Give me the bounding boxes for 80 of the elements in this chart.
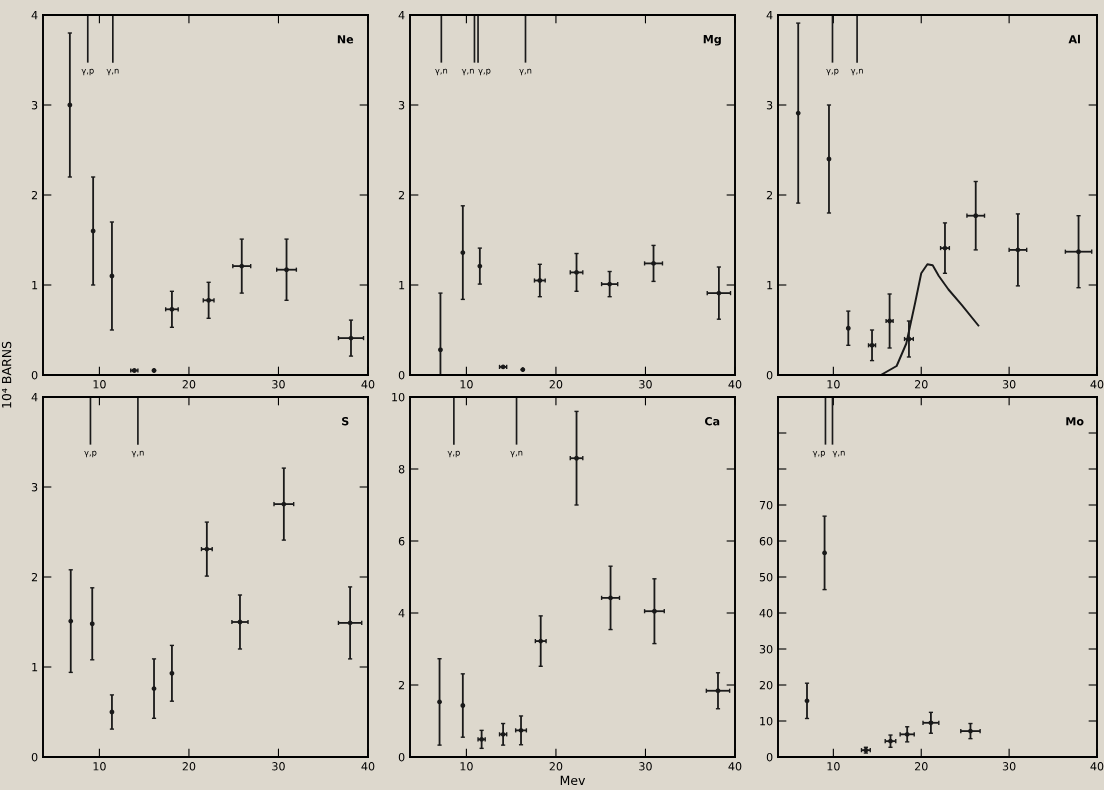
x-tick-label: 10 xyxy=(93,380,106,389)
x-tick-label: 30 xyxy=(1002,762,1016,771)
y-tick-label: 3 xyxy=(398,100,405,110)
y-tick-label: 0 xyxy=(398,752,405,762)
ref-line-label: γ,n xyxy=(106,68,119,76)
y-tick-label: 2 xyxy=(398,190,405,200)
y-tick-label: 4 xyxy=(31,11,38,20)
x-tick-label: 10 xyxy=(460,380,473,389)
y-tick-label: 6 xyxy=(398,536,405,546)
x-tick-label: 10 xyxy=(827,380,840,389)
x-tick-label: 40 xyxy=(361,762,375,771)
ref-line-label: γ,n xyxy=(435,68,448,76)
x-tick-label: 20 xyxy=(182,762,196,771)
text: Ne xyxy=(337,35,354,44)
y-tick-label: 40 xyxy=(759,608,773,618)
x-tick-label: 40 xyxy=(728,762,742,771)
x-tick-label: 20 xyxy=(914,380,928,389)
y-tick-label: 0 xyxy=(398,370,405,380)
y-tick-label: 3 xyxy=(31,100,38,110)
ref-line-label: γ,p xyxy=(478,68,491,76)
text: Ca xyxy=(704,417,720,426)
x-tick-label: 30 xyxy=(272,762,285,771)
text: Mg xyxy=(703,35,721,46)
y-tick-label: 2 xyxy=(31,190,38,200)
y-tick-label: 3 xyxy=(766,100,773,110)
y-tick-label: 1 xyxy=(399,281,405,290)
x-tick-label: 40 xyxy=(728,380,742,389)
y-tick-label: 20 xyxy=(759,680,773,690)
y-tick-label: 70 xyxy=(759,500,773,510)
x-tick-label: 20 xyxy=(182,380,196,389)
text: S xyxy=(342,417,349,426)
y-tick-label: 4 xyxy=(398,609,405,618)
y-tick-label: 4 xyxy=(766,11,773,20)
ref-line-label: γ,p xyxy=(84,450,97,458)
y-axis-title: 10⁴ BARNS xyxy=(1,341,12,408)
x-tick-label: 30 xyxy=(272,380,285,389)
y-tick-label: 0 xyxy=(766,370,773,380)
ref-line-label: γ,p xyxy=(826,68,839,76)
y-tick-label: 4 xyxy=(398,11,405,20)
text: Mo xyxy=(1066,417,1084,426)
ref-line-label: γ,p xyxy=(81,68,94,76)
x-tick-label: 20 xyxy=(549,380,563,389)
x-tick-label: 40 xyxy=(1090,380,1104,389)
ref-line-label: γ,n xyxy=(510,450,523,458)
x-tick-label: 30 xyxy=(639,762,652,771)
text: Al xyxy=(1068,34,1080,44)
x-tick-label: 30 xyxy=(1002,380,1016,389)
x-tick-label: 20 xyxy=(549,762,563,771)
y-tick-label: 50 xyxy=(759,572,773,582)
y-tick-label: 0 xyxy=(31,370,38,380)
y-tick-label: 3 xyxy=(31,482,38,492)
ref-line-label: γ,p xyxy=(447,450,460,458)
x-tick-label: 40 xyxy=(361,380,375,389)
y-tick-label: 30 xyxy=(759,644,773,654)
ref-line-label: γ,n xyxy=(519,68,532,76)
y-tick-label: 0 xyxy=(31,752,38,762)
x-tick-label: 30 xyxy=(639,380,652,389)
ref-line-label: γ,n xyxy=(850,68,863,76)
y-tick-label: 1 xyxy=(32,663,38,672)
y-tick-label: 2 xyxy=(31,572,38,582)
y-tick-label: 1 xyxy=(32,281,38,290)
ref-line-label: γ,n xyxy=(131,450,144,458)
ref-line-label: γ,p xyxy=(812,450,825,458)
y-tick-label: 8 xyxy=(398,464,405,474)
x-tick-label: 10 xyxy=(460,762,473,771)
ref-line-label: γ,n xyxy=(832,450,845,458)
y-tick-label: 4 xyxy=(31,393,38,402)
y-tick-label: 0 xyxy=(766,752,773,762)
x-tick-label: 40 xyxy=(1090,762,1104,771)
x-axis-title: Mev xyxy=(560,775,586,786)
y-tick-label: 10 xyxy=(760,716,773,726)
y-tick-label: 60 xyxy=(759,536,773,546)
y-tick-label: 2 xyxy=(398,680,405,690)
y-tick-label: 2 xyxy=(766,190,773,200)
y-tick-label: 1 xyxy=(767,281,773,290)
x-tick-label: 10 xyxy=(827,762,840,771)
x-tick-label: 10 xyxy=(93,762,106,771)
x-tick-label: 20 xyxy=(914,762,928,771)
ref-line-label: γ,n xyxy=(461,68,474,76)
y-tick-label: 10 xyxy=(392,392,405,402)
